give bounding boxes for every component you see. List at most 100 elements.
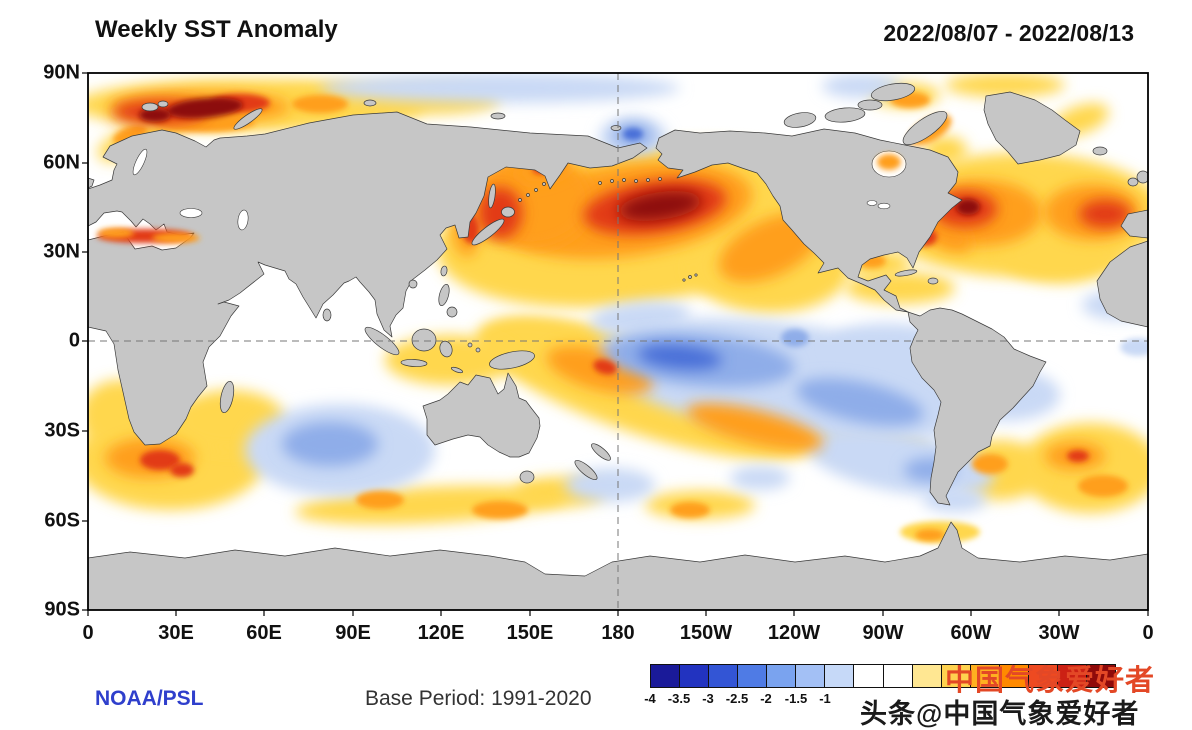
anomaly-blob <box>282 422 378 466</box>
colorbar-cell <box>882 665 912 687</box>
iberia-edge <box>1120 209 1148 239</box>
kuril-island <box>526 193 530 197</box>
anomaly-blob <box>686 403 824 451</box>
tasmania <box>519 470 535 484</box>
south-america <box>907 307 1047 506</box>
colorbar-tick-label: -3 <box>702 691 714 706</box>
java <box>400 359 428 367</box>
uk-edge <box>1136 170 1148 184</box>
lon-tick-label: 0 <box>1142 622 1154 644</box>
baltic-sea <box>132 148 148 176</box>
map-frame <box>87 72 1149 611</box>
kuril-island <box>542 182 546 186</box>
colorbar <box>650 664 1116 688</box>
axis-ticks <box>82 72 1149 616</box>
anomaly-blob <box>167 97 243 119</box>
colorbar-tick-label: -1 <box>819 691 831 706</box>
ellesmere-island <box>870 82 916 102</box>
anomaly-blob <box>915 529 945 541</box>
aleutian-island <box>646 178 650 182</box>
anomaly-blob <box>170 463 194 477</box>
aleutian-island <box>658 177 662 181</box>
novaya-zemlya <box>233 108 263 130</box>
lon-tick-label: 150E <box>506 622 554 644</box>
lon-tick-label: 120E <box>417 622 465 644</box>
new-zealand-south <box>574 460 598 480</box>
anomaly-blob <box>1002 227 1122 283</box>
anomaly-blob <box>1120 338 1148 356</box>
anomaly-blob <box>140 450 180 470</box>
colorbar-tick-label: -1.5 <box>784 691 808 706</box>
lat-tick-label: 30S <box>44 419 80 442</box>
great-lake <box>877 202 891 210</box>
ireland-uk-edge <box>1127 177 1139 187</box>
borneo <box>411 328 437 352</box>
mindanao <box>446 306 458 318</box>
honshu-japan <box>471 218 505 246</box>
hawaii-island <box>694 273 698 277</box>
anomaly-blob <box>152 233 200 243</box>
australia <box>422 372 541 458</box>
lon-tick-label: 120W <box>767 622 821 644</box>
lat-tick-label: 60S <box>44 509 80 532</box>
data-source-label: NOAA/PSL <box>95 687 204 710</box>
anomaly-blob <box>139 108 171 122</box>
banks-victoria-islands <box>783 112 817 128</box>
page-title: Weekly SST Anomaly <box>95 16 338 43</box>
baffin-island <box>902 111 948 145</box>
colorbar-cell <box>940 665 970 687</box>
greenland <box>983 91 1081 165</box>
hispaniola <box>927 277 939 285</box>
reference-gridlines <box>88 73 1148 610</box>
colorbar-cell <box>766 665 796 687</box>
maluku-island <box>467 342 473 348</box>
kuril-island <box>518 198 522 202</box>
kuril-island <box>534 188 538 192</box>
colorbar-cell <box>708 665 738 687</box>
svalbard <box>141 102 159 112</box>
britain-edge <box>88 177 95 189</box>
hainan <box>408 279 418 289</box>
anomaly-blob <box>112 125 148 145</box>
anomaly-blob <box>972 454 1008 474</box>
severnaya-zemlya <box>363 99 377 107</box>
lon-tick-label: 60W <box>950 622 992 644</box>
iceland <box>1092 146 1108 156</box>
hawaii-island <box>682 278 686 282</box>
anomaly-blob <box>877 154 901 170</box>
timor <box>450 366 464 374</box>
arctic-island <box>824 107 866 123</box>
anomaly-blob <box>565 468 655 502</box>
anomaly-blob <box>623 128 643 140</box>
lon-tick-label: 30W <box>1038 622 1080 644</box>
taiwan <box>440 265 448 277</box>
anomaly-blob <box>1067 450 1089 462</box>
lat-tick-label: 60N <box>43 151 80 174</box>
sri-lanka <box>322 308 332 322</box>
maluku-island <box>475 347 481 353</box>
devon-island <box>857 99 883 111</box>
anomaly-blob <box>593 359 617 375</box>
hawaii-island <box>688 275 692 279</box>
lon-tick-label: 0 <box>82 622 94 644</box>
colorbar-tick-label: -2.5 <box>725 691 749 706</box>
colorbar-cell <box>1027 665 1057 687</box>
black-sea <box>179 208 203 218</box>
luzon-philippines <box>438 283 450 307</box>
wrangel-island <box>610 125 622 131</box>
new-guinea <box>489 350 535 370</box>
anomaly-blob <box>945 73 1065 97</box>
anomaly-blob <box>956 199 980 215</box>
lat-tick-label: 90S <box>44 598 80 621</box>
anomaly-blob <box>638 344 722 370</box>
new-zealand-north <box>591 443 611 461</box>
colorbar-cell <box>737 665 767 687</box>
inland-sea-anomalies <box>97 154 901 243</box>
aleutian-island <box>634 179 638 183</box>
west-africa-edge <box>1096 240 1148 328</box>
anomaly-blob <box>472 501 528 519</box>
watermark-red-text: 中国气象爱好者 <box>945 665 1156 697</box>
aleutian-island <box>610 179 614 183</box>
anomaly-blob <box>292 95 348 113</box>
